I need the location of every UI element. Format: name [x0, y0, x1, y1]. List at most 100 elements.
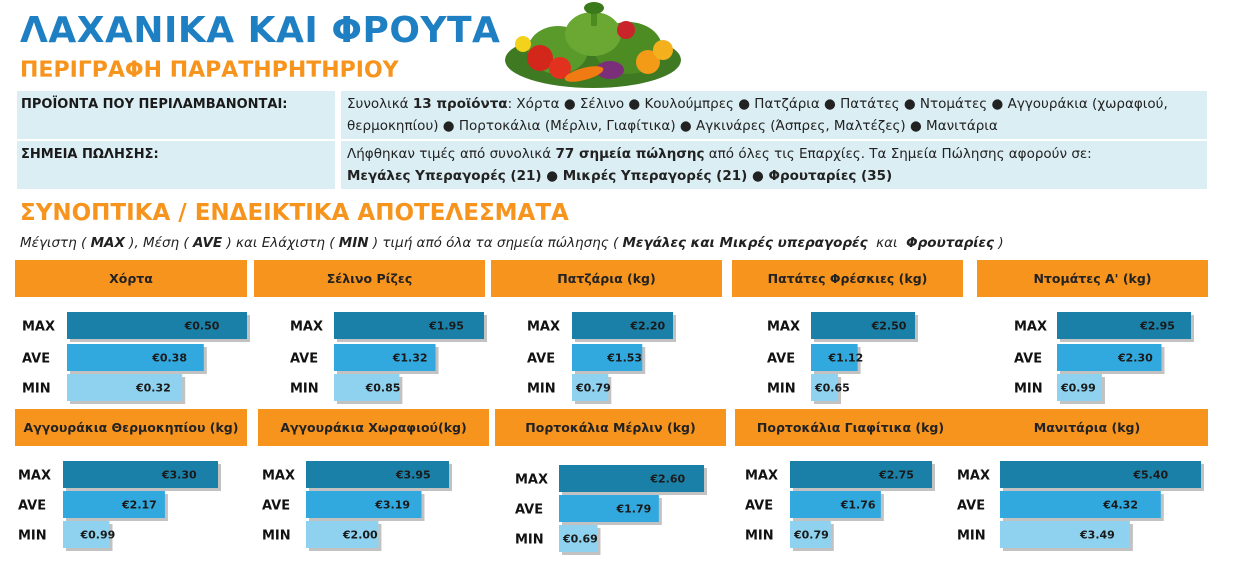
products-value: Συνολικά 13 προϊόντα: Χόρτα ● Σέλινο ● Κ… [341, 91, 1207, 139]
bar-max [1057, 312, 1191, 339]
category-label: MIN [290, 382, 319, 397]
page-subtitle: ΠΕΡΙΓΡΑΦΗ ΠΑΡΑΤΗΡΗΤΗΡΙΟΥ [20, 58, 399, 83]
chart-title: Πορτοκάλια Γιαφίτικα (kg) [735, 409, 966, 446]
category-label: MAX [745, 469, 778, 484]
category-label: MAX [262, 469, 295, 484]
category-label: AVE [745, 499, 773, 514]
category-label: MIN [515, 533, 544, 548]
value-label: €1.95 [428, 320, 464, 333]
value-label: €2.17 [121, 499, 157, 512]
value-label: €0.85 [365, 382, 401, 395]
value-label: €3.49 [1079, 529, 1115, 542]
value-label: €2.00 [342, 529, 378, 542]
value-label: €0.32 [135, 382, 171, 395]
category-label: MAX [290, 320, 323, 335]
bar-ave [572, 344, 643, 371]
value-label: €2.95 [1139, 320, 1175, 333]
note-ave: AVE [192, 235, 223, 251]
category-label: MAX [515, 473, 548, 488]
chart-title: Αγγουράκια Χωραφιού(kg) [258, 409, 489, 446]
value-label: €0.79 [575, 382, 611, 395]
bar-max [63, 461, 218, 488]
points-row: ΣΗΜΕΙΑ ΠΩΛΗΣΗΣ: Λήφθηκαν τιμές από συνολ… [17, 141, 1207, 189]
bar-min [67, 374, 183, 401]
observatory-info-table: ΠΡΟΪΟΝΤΑ ΠΟΥ ΠΕΡΙΛΑΜΒΑΝΟΝΤΑΙ: Συνολικά 1… [17, 91, 1207, 191]
category-label: AVE [18, 499, 46, 514]
value-label: €1.12 [828, 352, 864, 365]
category-label: MAX [1014, 320, 1047, 335]
bar-min [559, 525, 598, 552]
category-label: MIN [527, 382, 556, 397]
category-label: MIN [745, 529, 774, 544]
bar-ave [306, 491, 422, 518]
chart-title: Ντομάτες Α' (kg) [977, 260, 1208, 297]
page-title: ΛΑΧΑΝΙΚΑ ΚΑΙ ΦΡΟΥΤΑ [20, 10, 501, 51]
bar-ave [1000, 491, 1161, 518]
bar-max [559, 465, 704, 492]
bar-max [306, 461, 449, 488]
category-label: AVE [515, 503, 543, 518]
note-stores: Μεγάλες και Μικρές υπεραγορές [622, 235, 868, 251]
value-label: €2.20 [629, 320, 665, 333]
points-breakdown: Μεγάλες Υπεραγορές (21) ● Μικρές Υπεραγο… [347, 168, 893, 184]
category-label: MIN [957, 529, 986, 544]
note-min: MIN [338, 235, 369, 251]
bar-ave [811, 344, 858, 371]
value-label: €2.30 [1117, 352, 1153, 365]
bar-min [811, 374, 839, 401]
value-label: €4.32 [1102, 499, 1138, 512]
bar-max [811, 312, 915, 339]
bar-ave [63, 491, 165, 518]
note-part: ), Μέση ( [124, 235, 193, 251]
value-label: €0.50 [184, 320, 220, 333]
category-label: AVE [22, 352, 50, 367]
bar-min [63, 521, 110, 548]
value-label: €2.60 [649, 473, 685, 486]
value-label: €3.19 [374, 499, 410, 512]
bar-ave [790, 491, 881, 518]
chart-title: Αγγουράκια Θερμοκηπίου (kg) [15, 409, 247, 446]
value-label: €5.40 [1132, 469, 1168, 482]
value-label: €3.95 [395, 469, 431, 482]
bar-min [1000, 521, 1130, 548]
value-label: €0.99 [1060, 382, 1096, 395]
value-label: €0.38 [151, 352, 187, 365]
products-prefix: Συνολικά [347, 96, 413, 112]
value-label: €0.79 [793, 529, 829, 542]
points-suffix: από όλες τις Επαρχίες. Τα Σημεία Πώλησης… [704, 146, 1092, 162]
note-max: MAX [90, 235, 125, 251]
value-label: €1.79 [615, 503, 651, 516]
chart-title: Χόρτα [15, 260, 247, 297]
bar-max [790, 461, 932, 488]
bar-max [572, 312, 673, 339]
products-row: ΠΡΟΪΟΝΤΑ ΠΟΥ ΠΕΡΙΛΑΜΒΑΝΟΝΤΑΙ: Συνολικά 1… [17, 91, 1207, 139]
bar-ave [559, 495, 659, 522]
chart-title: Μανιτάρια (kg) [966, 409, 1208, 446]
value-label: €0.65 [814, 382, 850, 395]
points-count: 77 σημεία πώλησης [555, 146, 705, 162]
category-label: AVE [1014, 352, 1042, 367]
bar-ave [334, 344, 436, 371]
points-label: ΣΗΜΕΙΑ ΠΩΛΗΣΗΣ: [17, 141, 335, 189]
category-label: MIN [767, 382, 796, 397]
category-label: MAX [527, 320, 560, 335]
bar-min [334, 374, 400, 401]
bar-min [306, 521, 379, 548]
category-label: AVE [290, 352, 318, 367]
category-label: MIN [262, 529, 291, 544]
value-label: €2.50 [871, 320, 907, 333]
category-label: AVE [527, 352, 555, 367]
summary-title: ΣΥΝΟΠΤΙΚΑ / ΕΝΔΕΙΚΤΙΚΑ ΑΠΟΤΕΛΕΣΜΑΤΑ [20, 200, 569, 226]
chart-title: Σέλινο Ρίζες [254, 260, 485, 297]
category-label: MAX [767, 320, 800, 335]
products-label: ΠΡΟΪΟΝΤΑ ΠΟΥ ΠΕΡΙΛΑΜΒΑΝΟΝΤΑΙ: [17, 91, 335, 139]
note-part: Μέγιστη ( [20, 235, 91, 251]
note-fruit: Φρουταρίες [906, 235, 995, 251]
products-list: : Χόρτα ● Σέλινο ● Κουλούμπρες ● Πατζάρι… [347, 96, 1168, 134]
bar-min [1057, 374, 1102, 401]
chart-title: Πορτοκάλια Μέρλιν (kg) [495, 409, 726, 446]
value-label: €0.99 [79, 529, 115, 542]
bar-ave [67, 344, 204, 371]
points-prefix: Λήφθηκαν τιμές από συνολικά [347, 146, 556, 162]
